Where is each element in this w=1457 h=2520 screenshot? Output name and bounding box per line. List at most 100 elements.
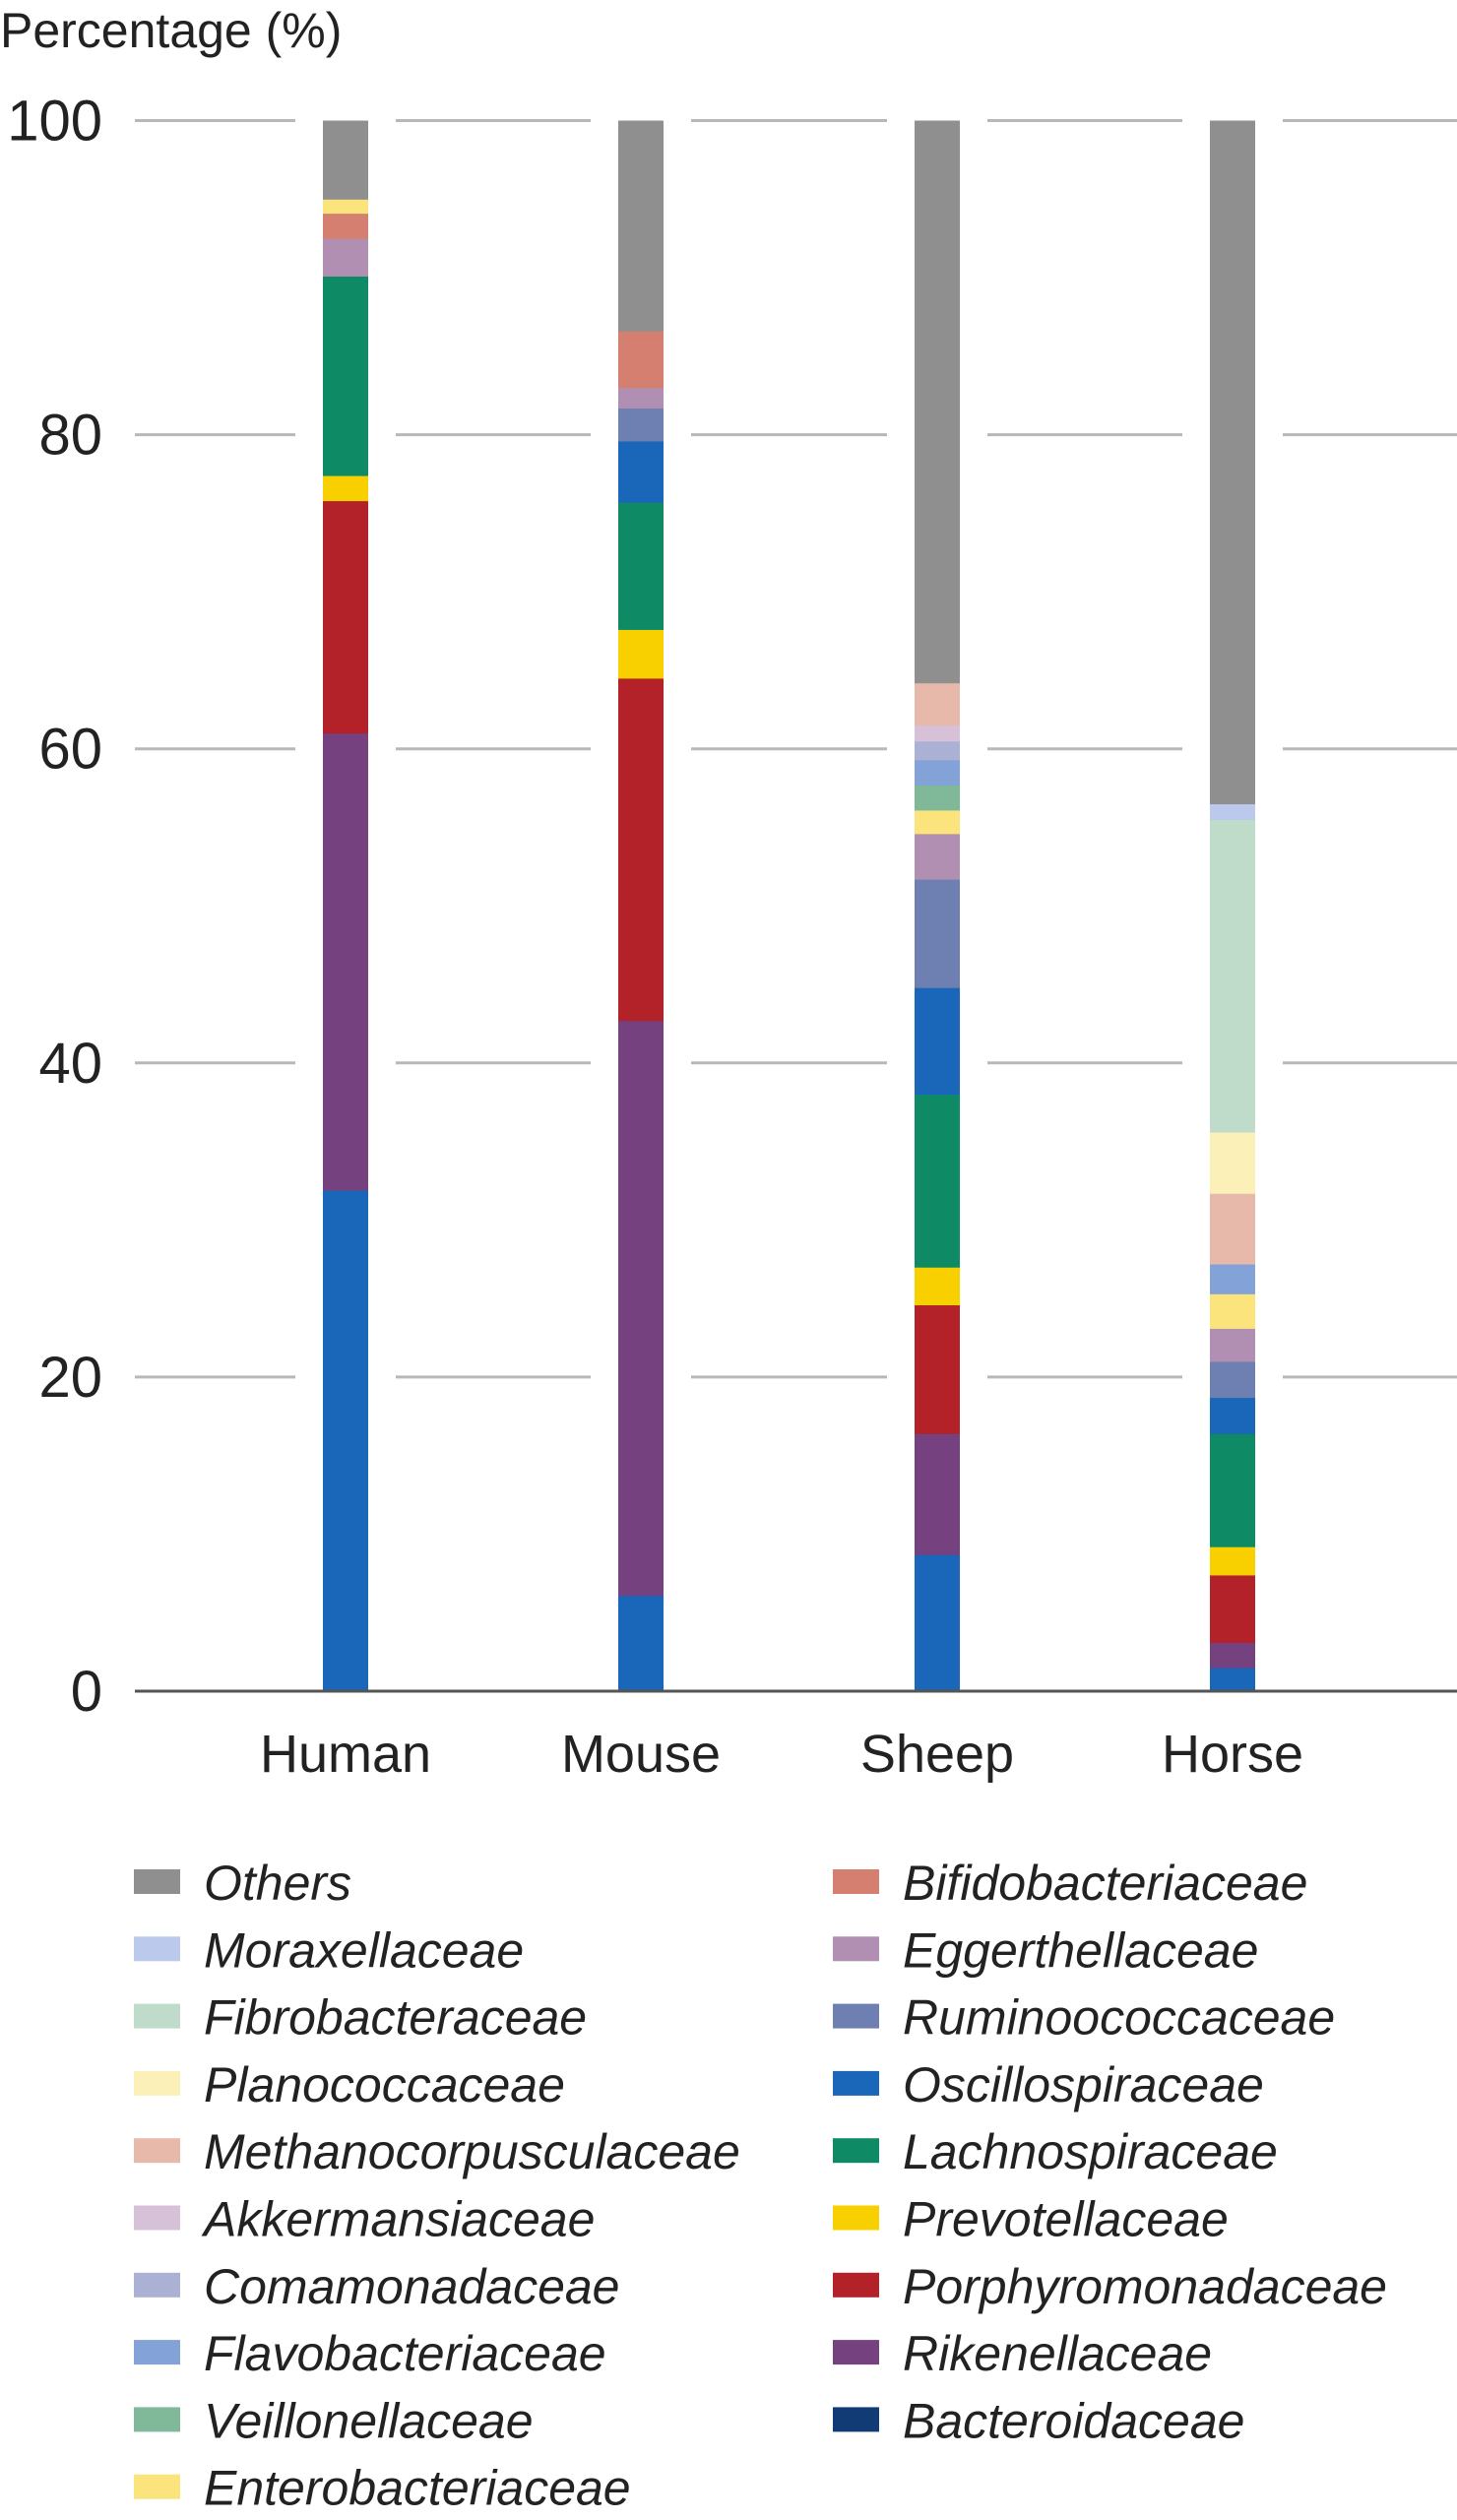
bar-segment-eggerthellaceae — [323, 238, 368, 277]
bar-segment-porphyromonadaceae — [618, 677, 664, 1022]
bar-mouse — [618, 120, 664, 1692]
bar-segment-others — [618, 120, 664, 332]
bar-segment-enterobacteriaceae — [323, 199, 368, 215]
bar-segment-veillonellaceae — [915, 785, 960, 811]
legend-label: Oscillospiraceae — [903, 2057, 1264, 2112]
bar-human — [323, 120, 368, 1692]
legend-label: Lachnospiraceae — [903, 2124, 1278, 2179]
legend-item: Comamonadaceae — [134, 2259, 620, 2314]
bar-segment-rikenellaceae — [618, 1020, 664, 1597]
bar-segment-methanocorpusculaceae — [915, 682, 960, 726]
legend-label: Comamonadaceae — [204, 2259, 620, 2314]
legend-swatch — [134, 2407, 180, 2432]
legend-label: Planococcaceae — [204, 2057, 565, 2112]
bar-segment-methanocorpusculaceae — [1210, 1193, 1255, 1265]
legend-swatch — [134, 1936, 180, 1962]
legend-item: Enterobacteriaceae — [134, 2461, 631, 2516]
bar-segment-prevotellaceae — [323, 475, 368, 502]
legend-label: Akkermansiaceae — [201, 2192, 595, 2247]
bar-segment-lachnospiraceae — [915, 1094, 960, 1268]
legend-swatch — [134, 2205, 180, 2231]
legend-item: Veillonellaceae — [134, 2393, 534, 2448]
legend-item: Planococcaceae — [134, 2057, 565, 2112]
legend-item: Others — [134, 1856, 351, 1911]
y-tick-label: 100 — [7, 90, 102, 154]
legend-label: Eggerthellaceae — [903, 1922, 1258, 1978]
legend-swatch — [134, 2070, 180, 2096]
bar-segment-rikenellaceae — [915, 1433, 960, 1555]
legend-label: Porphyromonadaceae — [903, 2259, 1387, 2314]
legend-label: Methanocorpusculaceae — [204, 2124, 740, 2179]
category-label: Sheep — [860, 1725, 1014, 1784]
bar-segment-oscillospiraceae — [618, 440, 664, 503]
legend-swatch — [134, 1869, 180, 1894]
bar-segment-planococcaceae — [1210, 1132, 1255, 1194]
y-tick-label: 20 — [38, 1346, 102, 1410]
legend-swatch — [833, 2272, 879, 2298]
y-tick-label: 40 — [38, 1032, 102, 1096]
bar-segment-ruminoococcaceae — [1210, 1360, 1255, 1399]
legend-swatch — [833, 2205, 879, 2231]
legend-item: Lachnospiraceae — [833, 2124, 1278, 2179]
y-tick-label: 0 — [71, 1660, 102, 1724]
bar-segment-oscillospiraceae — [915, 987, 960, 1096]
bar-segment-porphyromonadaceae — [323, 500, 368, 734]
legend-label: Fibrobacteraceae — [204, 1990, 587, 2046]
bar-segment-others — [323, 120, 368, 200]
bar-segment-porphyromonadaceae — [1210, 1574, 1255, 1644]
bar-segment-prevotellaceae — [618, 629, 664, 679]
bar-segment-enterobacteriaceae — [915, 809, 960, 835]
bar-segment-prevotellaceae — [915, 1267, 960, 1306]
bar-segment-lachnospiraceae — [618, 502, 664, 630]
legend-swatch — [833, 1869, 879, 1894]
bars — [295, 110, 1283, 1692]
bar-segment-rikenellaceae — [323, 732, 368, 1191]
bar-segment-fibrobacteraceae — [1210, 819, 1255, 1133]
bar-segment-bifidobacteriaceae — [618, 331, 664, 389]
legend-swatch — [134, 2340, 180, 2365]
legend-item: Porphyromonadaceae — [833, 2259, 1387, 2314]
legend-swatch — [833, 2003, 879, 2029]
legend-swatch — [833, 2407, 879, 2432]
category-label: Human — [260, 1725, 431, 1784]
y-axis-label: Percentage (%) — [0, 3, 342, 58]
bar-segment-ruminoococcaceae — [618, 408, 664, 442]
legend-label: Rikenellaceae — [903, 2326, 1212, 2381]
legend-swatch — [833, 2340, 879, 2365]
legend-label: Veillonellaceae — [204, 2393, 534, 2448]
legend-swatch — [833, 1936, 879, 1962]
bar-segment-moraxellaceae — [1210, 803, 1255, 820]
bar-segment-bacteroidaceae — [1210, 1668, 1255, 1692]
legend-swatch — [833, 2070, 879, 2096]
legend-swatch — [134, 2003, 180, 2029]
legend-item: Rikenellaceae — [833, 2326, 1212, 2381]
bar-segment-prevotellaceae — [1210, 1546, 1255, 1576]
bar-segment-bacteroidaceae — [915, 1554, 960, 1692]
bar-segment-ruminoococcaceae — [915, 879, 960, 988]
legend-item: Prevotellaceae — [833, 2192, 1229, 2247]
category-label: Mouse — [561, 1725, 721, 1784]
bar-segment-eggerthellaceae — [1210, 1328, 1255, 1362]
y-tick-label: 80 — [38, 404, 102, 468]
bar-segment-bacteroidaceae — [323, 1190, 368, 1692]
legend-item: Methanocorpusculaceae — [134, 2124, 740, 2179]
legend-item: Bifidobacteriaceae — [833, 1856, 1307, 1911]
bar-segment-lachnospiraceae — [1210, 1433, 1255, 1547]
bar-horse — [1210, 120, 1255, 1692]
legend-item: Flavobacteriaceae — [134, 2326, 606, 2381]
legend-label: Bacteroidaceae — [903, 2393, 1244, 2448]
bar-segment-akkermansiaceae — [915, 724, 960, 742]
legend-item: Ruminoococcaceae — [833, 1990, 1335, 2046]
bar-sheep — [915, 120, 960, 1692]
category-labels: Human Mouse Sheep Horse — [260, 1725, 1303, 1784]
bar-segment-others — [915, 120, 960, 684]
bar-segment-eggerthellaceae — [915, 833, 960, 880]
legend-label: Moraxellaceae — [204, 1922, 524, 1978]
legend-item: Akkermansiaceae — [134, 2192, 595, 2247]
y-tick-labels: 0 20 40 60 80 100 — [7, 90, 102, 1725]
category-label: Horse — [1162, 1725, 1303, 1784]
legend: Others Moraxellaceae Fibrobacteraceae Plano… — [134, 1856, 1387, 2516]
legend-swatch — [134, 2474, 180, 2499]
legend-label: Bifidobacteriaceae — [903, 1856, 1307, 1911]
legend-item: Bacteroidaceae — [833, 2393, 1244, 2448]
